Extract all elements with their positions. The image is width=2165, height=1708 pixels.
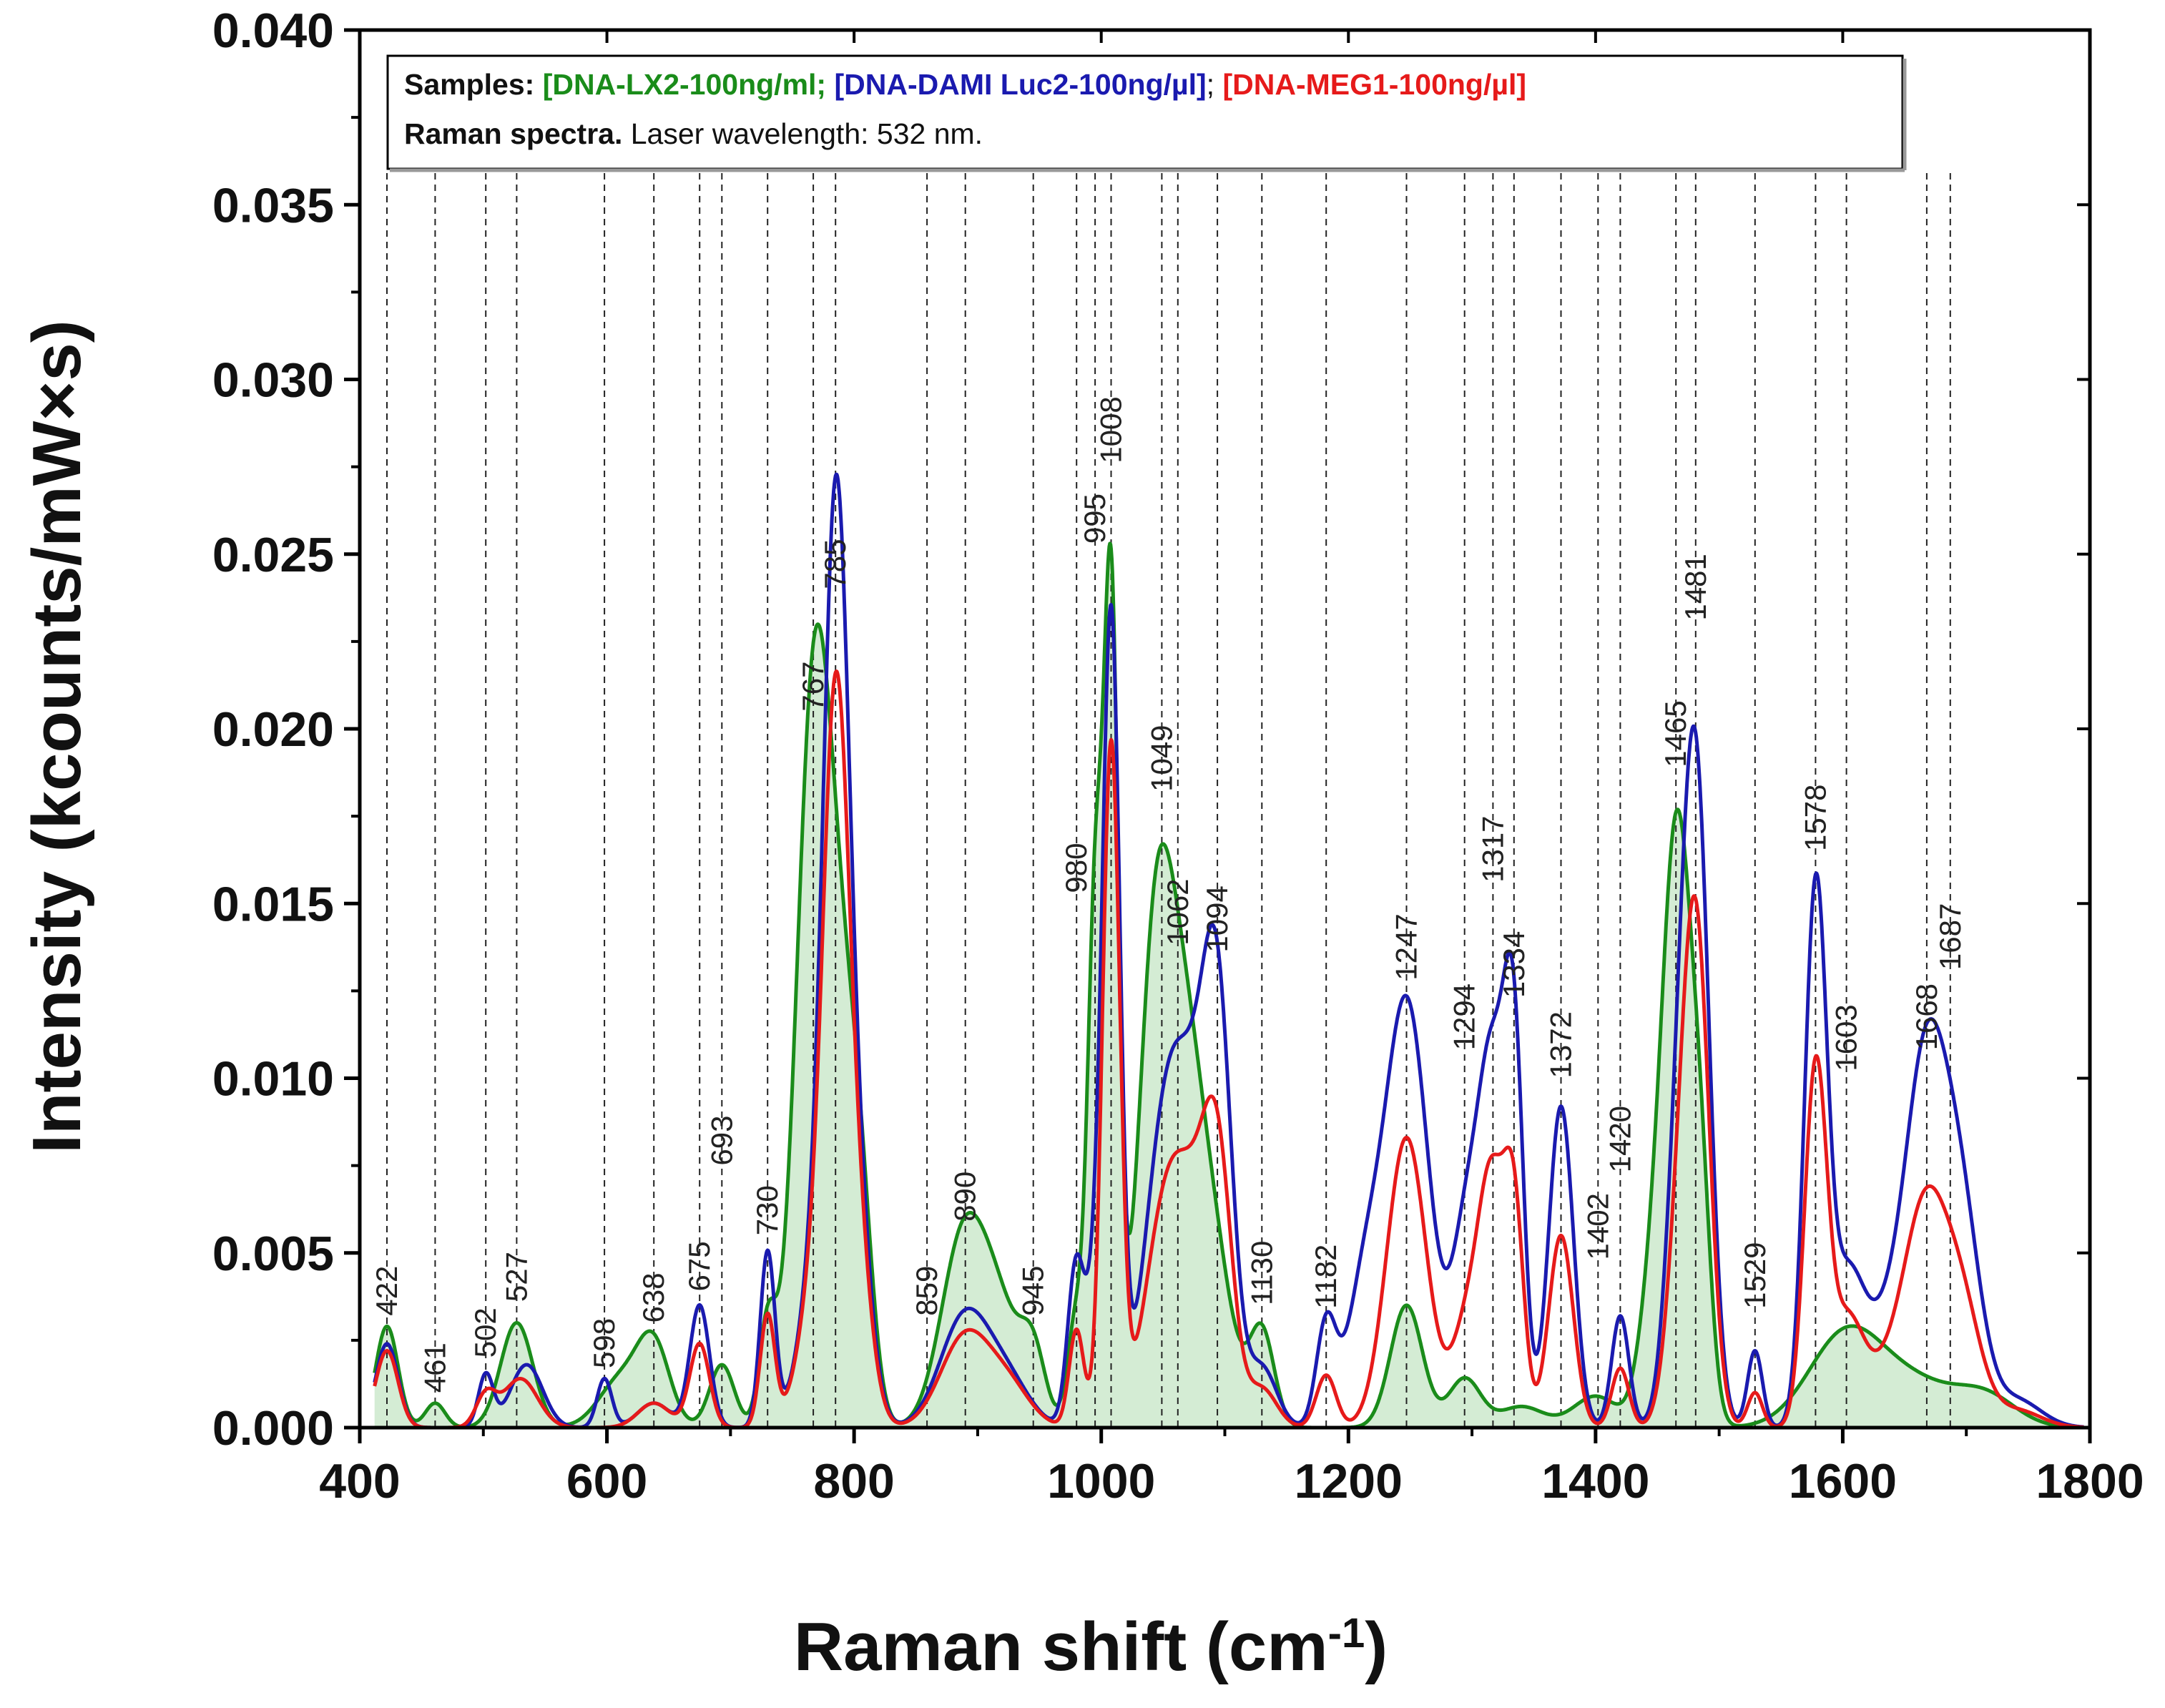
peak-label-1372: 1372 <box>1544 1011 1578 1078</box>
peak-label-1130: 1130 <box>1244 1241 1278 1305</box>
peak-label-1578: 1578 <box>1798 785 1832 851</box>
peak-label-1008: 1008 <box>1094 396 1128 463</box>
peak-label-1668: 1668 <box>1910 983 1943 1050</box>
peak-label-1049: 1049 <box>1144 725 1178 791</box>
y-tick-label-1: 0.005 <box>212 1227 334 1281</box>
filled-area-layer <box>374 543 2084 1428</box>
y-tick-label-6: 0.030 <box>212 353 334 408</box>
legend-box <box>386 54 1904 170</box>
series-layer <box>373 472 2085 1430</box>
y-tick-label-8: 0.040 <box>212 4 334 58</box>
peak-label-1529: 1529 <box>1738 1242 1772 1308</box>
peak-label-980: 980 <box>1059 843 1093 893</box>
peak-label-785: 785 <box>818 539 852 589</box>
peak-label-1247: 1247 <box>1390 913 1423 980</box>
peak-label-945: 945 <box>1016 1266 1050 1316</box>
series-line-0 <box>373 541 2085 1430</box>
y-tick-label-0: 0.000 <box>212 1401 334 1456</box>
legend: Samples: [DNA-LX2-100ng/ml; [DNA-DAMI Lu… <box>386 54 1907 172</box>
series-fill-0 <box>374 543 2084 1428</box>
y-tick-label-2: 0.010 <box>212 1052 334 1106</box>
legend-line-raman: Raman spectra. Laser wavelength: 532 nm. <box>404 117 983 150</box>
x-tick-label-1400: 1400 <box>1541 1454 1649 1508</box>
peak-label-1481: 1481 <box>1679 554 1712 620</box>
peak-label-422: 422 <box>370 1266 403 1316</box>
x-tick-label-1000: 1000 <box>1047 1454 1155 1508</box>
tick-layer: 400 600 800 1000 1200 1400 1600 1800 0.000 0.005 0… <box>212 4 2144 1508</box>
y-axis-title: Intensity (kcounts/mW×s) <box>19 320 95 1154</box>
peak-label-1420: 1420 <box>1603 1106 1636 1172</box>
peak-label-890: 890 <box>948 1172 982 1222</box>
peak-label-598: 598 <box>587 1318 621 1368</box>
peak-label-1402: 1402 <box>1581 1193 1614 1260</box>
y-tick-label-3: 0.015 <box>212 877 334 931</box>
y-tick-label-4: 0.020 <box>212 702 334 757</box>
y-tick-label-7: 0.035 <box>212 178 334 232</box>
peak-label-1062: 1062 <box>1161 878 1194 945</box>
peak-label-1182: 1182 <box>1309 1245 1342 1309</box>
peak-label-859: 859 <box>910 1266 943 1316</box>
peak-label-1687: 1687 <box>1933 903 1967 970</box>
peak-label-675: 675 <box>682 1241 716 1291</box>
x-tick-label-400: 400 <box>319 1454 400 1508</box>
peak-label-730: 730 <box>750 1185 784 1235</box>
peak-label-461: 461 <box>418 1343 451 1393</box>
peak-label-layer: 422 461 502 527 598 638 675 693 730 767 785 859 890 9… <box>370 396 1967 1393</box>
x-tick-label-600: 600 <box>566 1454 647 1508</box>
x-tick-label-1600: 1600 <box>1789 1454 1897 1508</box>
peak-label-1317: 1317 <box>1476 815 1509 882</box>
x-axis-title: Raman shift (cm-1) <box>794 1609 1388 1685</box>
peak-label-1294: 1294 <box>1448 983 1481 1050</box>
peak-marker-layer <box>386 173 1951 1428</box>
peak-label-1334: 1334 <box>1497 931 1531 998</box>
x-tick-label-1200: 1200 <box>1295 1454 1403 1508</box>
x-tick-label-800: 800 <box>813 1454 894 1508</box>
peak-label-638: 638 <box>637 1272 670 1322</box>
series-line-2 <box>373 669 2085 1430</box>
peak-label-693: 693 <box>705 1116 738 1166</box>
peak-label-995: 995 <box>1078 494 1111 544</box>
peak-label-1094: 1094 <box>1200 885 1234 952</box>
peak-label-502: 502 <box>468 1307 502 1358</box>
peak-label-767: 767 <box>796 662 830 712</box>
y-tick-label-5: 0.025 <box>212 528 334 582</box>
peak-label-527: 527 <box>499 1252 533 1302</box>
legend-line-samples: Samples: [DNA-LX2-100ng/ml; [DNA-DAMI Lu… <box>404 68 1526 101</box>
peak-label-1465: 1465 <box>1659 700 1692 767</box>
x-tick-label-1800: 1800 <box>2036 1454 2144 1508</box>
peak-label-1603: 1603 <box>1830 1004 1863 1071</box>
